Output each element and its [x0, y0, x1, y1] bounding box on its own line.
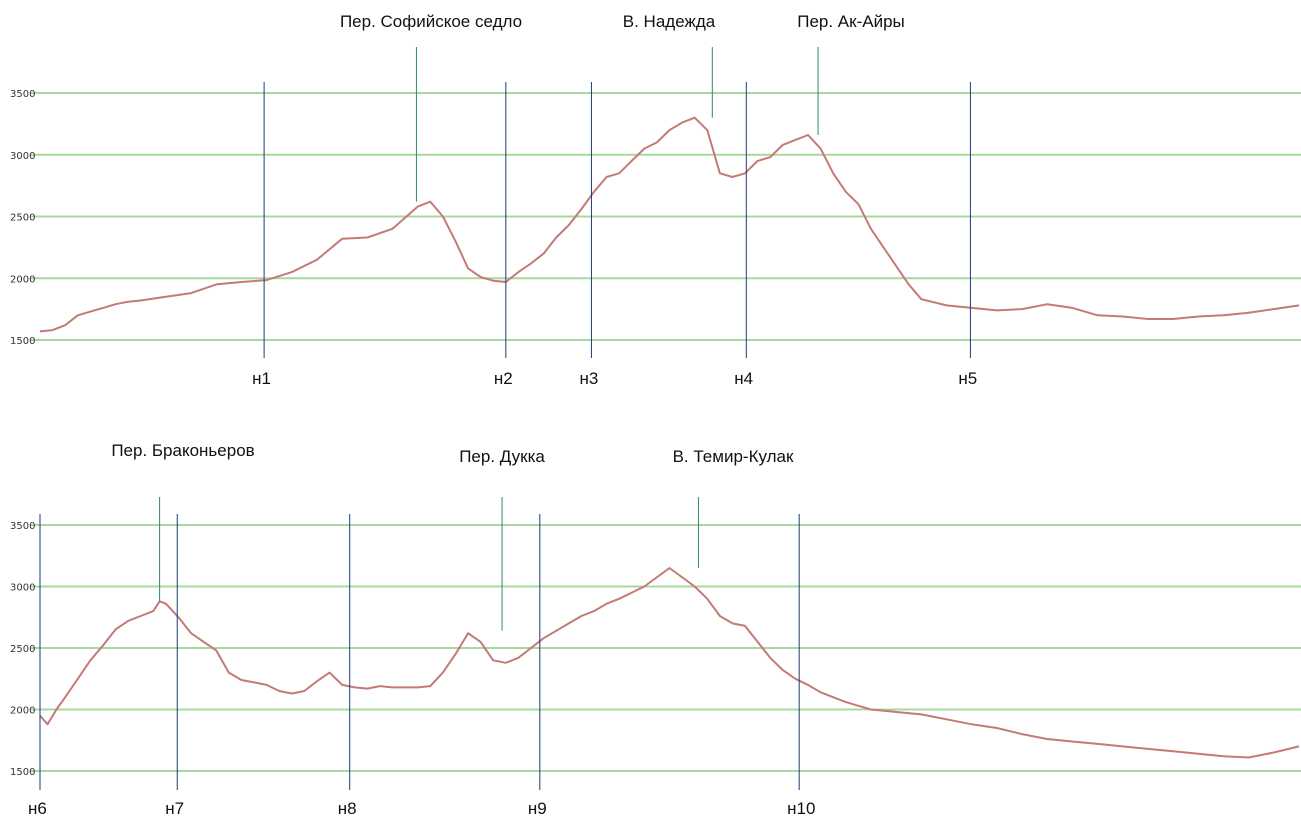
- chart-panel-top: 1500 2000 2500 3000 3500 н1 н2 н3 н4 н5 Пер. Софий…: [10, 12, 1301, 388]
- camp-label: н6: [28, 799, 47, 818]
- elevation-profile-line: [39, 567, 1300, 759]
- y-tick-label: 1500: [10, 767, 35, 778]
- y-tick-label: 2500: [10, 644, 35, 655]
- camp-label: н9: [528, 799, 547, 818]
- camp-label: н8: [338, 799, 357, 818]
- camp-label: н4: [734, 369, 753, 388]
- peak-label: Пер. Ак-Айры: [797, 12, 905, 31]
- y-tick-label: 3500: [10, 89, 35, 100]
- peak-label: Пер. Браконьеров: [111, 441, 254, 460]
- peak-label: Пер. Софийское седло: [340, 12, 522, 31]
- peak-label: В. Надежда: [623, 12, 716, 31]
- peak-label: В. Темир-Кулак: [673, 447, 794, 466]
- camp-label: н3: [579, 369, 598, 388]
- y-tick-label: 3000: [10, 151, 35, 162]
- y-tick-label: 2000: [10, 274, 35, 285]
- camp-label: н2: [494, 369, 513, 388]
- y-tick-label: 3000: [10, 583, 35, 594]
- camp-label: н7: [165, 799, 184, 818]
- camp-label: н5: [958, 369, 977, 388]
- y-tick-label: 2500: [10, 213, 35, 224]
- camp-label: н10: [787, 799, 815, 818]
- chart-panel-bottom: 1500 2000 2500 3000 3500 н6 н7 н8 н9 н10 Пер. Брак…: [10, 441, 1301, 818]
- camp-label: н1: [252, 369, 271, 388]
- peak-label: Пер. Дукка: [459, 447, 545, 466]
- y-tick-label: 2000: [10, 706, 35, 717]
- elevation-profile-line: [39, 116, 1300, 333]
- y-tick-label: 3500: [10, 521, 35, 532]
- y-tick-label: 1500: [10, 336, 35, 347]
